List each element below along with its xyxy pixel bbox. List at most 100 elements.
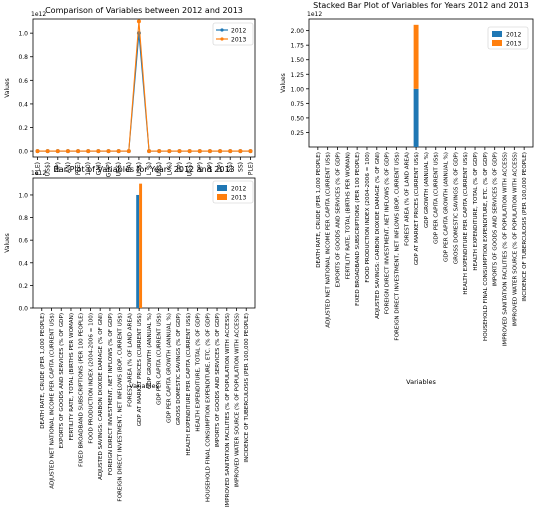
line-point-2013 bbox=[147, 149, 152, 154]
bar-axes-frame bbox=[32, 177, 256, 309]
bar-xtick-label: GDP GROWTH (ANNUAL %) bbox=[147, 313, 153, 389]
bar-xtick-label: ADJUSTED NET NATIONAL INCOME PER CAPITA … bbox=[50, 313, 56, 489]
line-ytick-label: 0.0 bbox=[18, 149, 28, 156]
stacked-bar-chart: Stacked Bar Plot of Variables for Years … bbox=[280, 1, 534, 386]
bar-legend-swatch-2012 bbox=[217, 185, 227, 191]
line-xtick-label: US$) bbox=[116, 162, 123, 176]
stacked-xtick-label: EXPORTS OF GOODS AND SERVICES (% OF GDP) bbox=[335, 152, 341, 287]
stacked-ytick-label: 1.00 bbox=[291, 86, 305, 93]
line-xtick-label: SS) bbox=[237, 162, 244, 172]
line-xtick-label: PLE) bbox=[248, 162, 255, 175]
line-xtick-label: DP) bbox=[197, 162, 204, 173]
line-xtick-label: DP) bbox=[217, 162, 224, 173]
line-xtick-label: PLE) bbox=[75, 162, 82, 175]
bar-2013 bbox=[139, 183, 143, 308]
stacked-chart-title: Stacked Bar Plot of Variables for Years … bbox=[313, 1, 529, 10]
line-xtick-label: US$) bbox=[187, 162, 194, 176]
line-legend-label-2012: 2012 bbox=[231, 27, 246, 34]
stacked-ytick-label: 0.25 bbox=[291, 130, 305, 137]
bar-ytick-label: 1.0 bbox=[18, 192, 28, 199]
line-legend-marker-2012 bbox=[220, 28, 224, 32]
stacked-xtick-label: ADJUSTED SAVINGS: CARBON DIOXIDE DAMAGE … bbox=[375, 152, 381, 319]
stacked-legend-swatch-2012 bbox=[492, 31, 502, 37]
bar-legend-swatch-2013 bbox=[217, 194, 227, 200]
line-point-2013 bbox=[187, 149, 192, 154]
line-point-2013 bbox=[45, 149, 50, 154]
line-point-2013 bbox=[177, 149, 182, 154]
line-xtick-label: EA) bbox=[126, 162, 133, 172]
grouped-bar-chart: Bar Plot of Variables for Years 2012 and… bbox=[4, 165, 256, 507]
stacked-xlabel: Variables bbox=[406, 378, 436, 386]
line-ytick-label: 0.2 bbox=[18, 125, 28, 132]
stacked-legend-label-2012: 2012 bbox=[506, 31, 521, 38]
stacked-ytick-label: 0.50 bbox=[291, 115, 305, 122]
line-point-2013 bbox=[197, 149, 202, 154]
line-xtick-label: US$) bbox=[156, 162, 163, 176]
line-xtick-label: DP) bbox=[55, 162, 62, 173]
stacked-ytick-label: 2.00 bbox=[291, 28, 305, 35]
bar-ytick-label: 0.8 bbox=[18, 215, 28, 222]
line-point-2013 bbox=[136, 19, 141, 24]
line-xtick-label: L %) bbox=[146, 162, 153, 175]
line-point-2013 bbox=[218, 149, 223, 154]
line-offset-label: 1e12 bbox=[31, 11, 46, 18]
stacked-xtick-label: IMPORTS OF GOODS AND SERVICES (% OF GDP) bbox=[493, 152, 499, 287]
line-point-2013 bbox=[35, 149, 40, 154]
line-point-2013 bbox=[238, 149, 243, 154]
stacked-xtick-label: FERTILITY RATE, TOTAL (BIRTHS PER WOMAN) bbox=[345, 152, 351, 279]
bar-2012 bbox=[136, 194, 140, 308]
line-series-2013 bbox=[37, 21, 251, 152]
line-point-2013 bbox=[157, 149, 162, 154]
line-ytick-label: 0.6 bbox=[18, 78, 28, 85]
bar-xtick-label: HEALTH EXPENDITURE PER CAPITA (CURRENT U… bbox=[186, 313, 192, 456]
stacked-legend-label-2013: 2013 bbox=[506, 40, 521, 47]
stacked-xtick-label: FOREST AREA (% OF LAND AREA) bbox=[404, 152, 410, 246]
bar-xtick-label: GDP PER CAPITA (CURRENT US$) bbox=[157, 313, 163, 405]
stacked-ytick-label: 1.50 bbox=[291, 57, 305, 64]
line-legend-label-2013: 2013 bbox=[231, 36, 246, 43]
stacked-xtick-label: HEALTH EXPENDITURE PER CAPITA (CURRENT U… bbox=[463, 152, 469, 295]
bar-xlabel: Variables bbox=[129, 382, 159, 390]
line-ytick-label: 0.4 bbox=[18, 101, 28, 108]
line-chart-title: Comparison of Variables between 2012 and… bbox=[45, 6, 243, 15]
line-ytick-label: 1.0 bbox=[18, 31, 28, 38]
line-xtick-label: DP) bbox=[207, 162, 214, 173]
stacked-bar-2013 bbox=[413, 24, 419, 89]
stacked-ylabel: Values bbox=[280, 73, 287, 93]
stacked-xtick-label: GDP PER CAPITA GROWTH (ANNUAL %) bbox=[444, 152, 450, 262]
stacked-xtick-label: FOREIGN DIRECT INVESTMENT, NET INFLOWS (… bbox=[385, 152, 391, 314]
line-point-2013 bbox=[116, 149, 121, 154]
stacked-axes-frame bbox=[308, 18, 534, 148]
stacked-xtick-label: GROSS DOMESTIC SAVINGS (% OF GDP) bbox=[453, 152, 459, 264]
line-point-2013 bbox=[55, 149, 60, 154]
stacked-ytick-label: 1.25 bbox=[291, 72, 305, 79]
bar-legend-label-2013: 2013 bbox=[231, 194, 246, 201]
line-xtick-label: AN) bbox=[65, 162, 72, 173]
line-xtick-label: US$) bbox=[136, 162, 143, 176]
stacked-xtick-label: HOUSEHOLD FINAL CONSUMPTION EXPENDITURE,… bbox=[483, 152, 489, 341]
bar-xtick-label: FOOD PRODUCTION INDEX (2004-2006 = 100) bbox=[88, 313, 94, 444]
stacked-xtick-label: DEATH RATE, CRUDE (PER 1,000 PEOPLE) bbox=[316, 152, 322, 268]
bar-xtick-label: HEALTH EXPENDITURE, TOTAL (% OF GDP) bbox=[196, 313, 202, 432]
line-ylabel: Values bbox=[4, 78, 11, 98]
stacked-legend-swatch-2013 bbox=[492, 40, 502, 46]
bar-chart-title: Bar Plot of Variables for Years 2012 and… bbox=[53, 165, 234, 174]
line-point-2013 bbox=[167, 149, 172, 154]
line-chart-2012-2013: Comparison of Variables between 2012 and… bbox=[4, 6, 256, 177]
line-point-2013 bbox=[207, 149, 212, 154]
line-xtick-label: DP) bbox=[177, 162, 184, 173]
line-axes-frame bbox=[32, 18, 256, 158]
line-xtick-label: GNI) bbox=[95, 162, 102, 175]
stacked-xtick-label: INCIDENCE OF TUBERCULOSIS (PER 100,000 P… bbox=[522, 152, 528, 302]
stacked-xtick-label: GDP AT MARKET PRICES (CURRENT US$) bbox=[414, 152, 420, 265]
bar-xtick-label: FERTILITY RATE, TOTAL (BIRTHS PER WOMAN) bbox=[69, 313, 75, 440]
stacked-xtick-label: FIXED BROADBAND SUBSCRIPTIONS (PER 100 P… bbox=[355, 152, 361, 306]
line-legend-marker-2013 bbox=[220, 37, 224, 41]
bar-xtick-label: IMPORTS OF GOODS AND SERVICES (% OF GDP) bbox=[215, 313, 221, 448]
bar-ytick-label: 0.2 bbox=[18, 283, 28, 290]
bar-ylabel: Values bbox=[4, 233, 11, 253]
stacked-xtick-label: IMPROVED SANITATION FACILITIES (% OF POP… bbox=[503, 152, 509, 346]
bar-xtick-label: EXPORTS OF GOODS AND SERVICES (% OF GDP) bbox=[59, 313, 65, 448]
bar-xtick-label: IMPROVED WATER SOURCE (% OF POPULATION W… bbox=[235, 313, 241, 488]
line-xtick-label: PLE) bbox=[35, 162, 42, 175]
